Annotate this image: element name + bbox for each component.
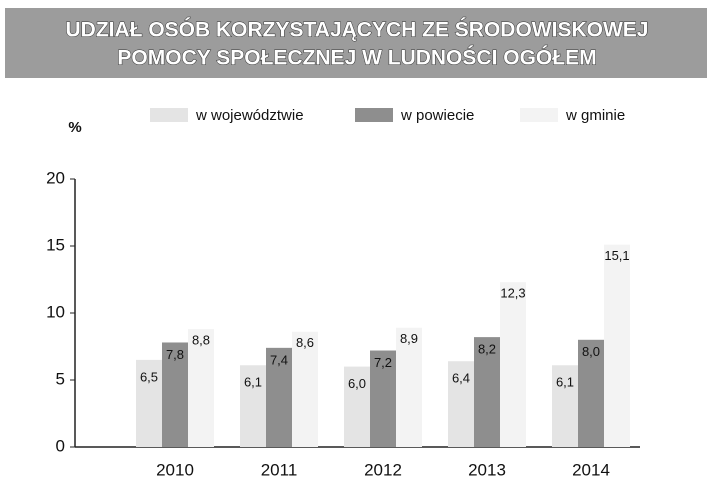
bar	[396, 327, 422, 447]
bar	[370, 350, 396, 447]
y-tick-label: 10	[46, 302, 65, 321]
y-tick-label: 20	[46, 168, 65, 187]
value-label: 8,2	[478, 342, 496, 357]
y-tick-label: 5	[56, 369, 65, 388]
bar	[344, 366, 370, 447]
value-label: 6,0	[348, 376, 366, 391]
value-label: 8,6	[296, 335, 314, 350]
value-label: 8,8	[192, 333, 210, 348]
bar	[188, 329, 214, 447]
value-label: 6,1	[556, 375, 574, 390]
value-label: 8,9	[400, 331, 418, 346]
y-tick-label: 0	[56, 436, 65, 455]
value-label: 7,2	[374, 355, 392, 370]
bar	[604, 244, 630, 447]
legend-swatch	[520, 108, 558, 122]
bar	[474, 337, 500, 447]
legend-label: w województwie	[195, 107, 304, 124]
x-tick-label: 2010	[156, 460, 194, 479]
x-tick-label: 2014	[572, 460, 610, 479]
bar	[240, 365, 266, 447]
legend-label: w gminie	[565, 107, 625, 124]
y-tick-label: 15	[46, 235, 65, 254]
legend-swatch	[150, 108, 188, 122]
x-tick-label: 2011	[261, 460, 298, 479]
value-label: 7,8	[166, 347, 184, 362]
x-tick-label: 2013	[468, 460, 506, 479]
title-band	[5, 8, 707, 78]
value-label: 8,0	[582, 344, 600, 359]
value-label: 6,5	[140, 369, 158, 384]
value-label: 6,4	[452, 371, 470, 386]
value-label: 7,4	[270, 352, 288, 367]
bar	[552, 365, 578, 447]
bar	[578, 339, 604, 447]
legend-label: w powiecie	[400, 107, 474, 124]
chart-title: UDZIAŁ OSÓB KORZYSTAJĄCYCH ZE ŚRODOWISKO…	[66, 18, 649, 42]
y-axis-label: %	[68, 119, 81, 136]
value-label: 6,1	[244, 375, 262, 390]
bar	[292, 331, 318, 447]
bar	[136, 359, 162, 447]
chart-title: POMOCY SPOŁECZNEJ W LUDNOŚCI OGÓŁEM	[117, 46, 596, 70]
bar	[266, 347, 292, 447]
x-tick-label: 2012	[364, 460, 402, 479]
value-label: 15,1	[604, 248, 629, 263]
bar	[500, 282, 526, 447]
bar	[448, 361, 474, 447]
bar	[162, 342, 188, 447]
legend-swatch	[355, 108, 393, 122]
value-label: 12,3	[500, 286, 525, 301]
